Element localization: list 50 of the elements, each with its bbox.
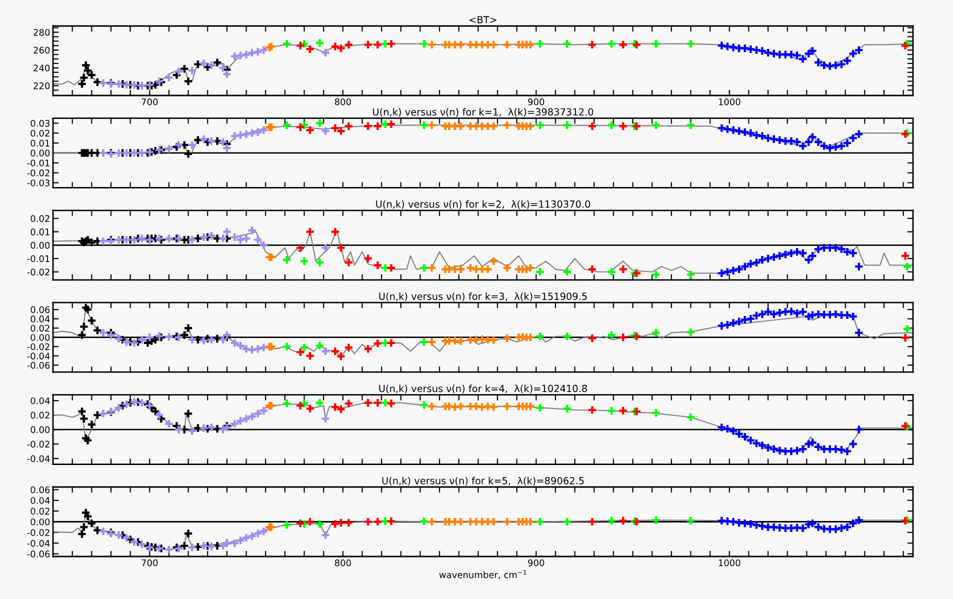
y-tick-label: 0.04 (30, 316, 50, 322)
y-tick-label: 0.06 (30, 486, 50, 494)
chart-title: U(n,k) versus ν(n) for k=1, λ(k)=39837312.0 (373, 108, 594, 117)
chart-title: U(n,k) versus ν(n) for k=5, λ(k)=89062.5 (382, 476, 584, 486)
y-tick-label: 280 (34, 28, 50, 36)
y-tick-label: -0.06 (27, 362, 50, 369)
y-tick-label: 220 (34, 82, 50, 90)
y-tick-label: 0.00 (30, 150, 50, 157)
y-tick-label: -0.02 (27, 529, 50, 536)
x-tick-label: 1000 (718, 98, 740, 106)
y-tick-label: 0.02 (30, 130, 50, 137)
y-tick-label: -0.02 (27, 170, 50, 176)
x-tick-label: 700 (142, 98, 158, 106)
y-tick-label: 0.00 (30, 334, 50, 341)
x-axis-title: wavenumber, cm$^{−1}$ (439, 570, 526, 580)
chart-title: U(n,k) versus ν(n) for k=3, λ(k)=151909.5 (379, 292, 587, 302)
y-tick-label: 240 (34, 64, 50, 72)
y-tick-label: 0.06 (30, 306, 50, 314)
chart-title: <BT> (470, 16, 496, 24)
y-tick-label: 0.02 (30, 215, 50, 222)
y-tick-label: -0.02 (27, 440, 50, 448)
y-tick-label: -0.04 (27, 455, 50, 462)
y-tick-label: -0.02 (27, 268, 50, 276)
x-tick-label: 1000 (718, 559, 740, 566)
y-tick-label: 0.04 (30, 397, 50, 404)
y-tick-label: 0.04 (30, 497, 50, 504)
x-tick-label: 800 (334, 98, 351, 106)
y-tick-label: -0.06 (27, 550, 50, 558)
chart-title: U(n,k) versus ν(n) for k=2, λ(k)=1130370.0 (376, 200, 590, 209)
y-tick-label: -0.03 (27, 179, 50, 186)
x-tick-label: 900 (528, 98, 544, 106)
y-tick-label: 0.01 (30, 140, 50, 147)
y-tick-label: 0.02 (30, 324, 50, 332)
y-tick-label: 0.01 (30, 228, 50, 236)
y-tick-label: 0.02 (30, 508, 50, 515)
y-tick-label: 0.00 (30, 518, 50, 526)
chart-title: U(n,k) versus ν(n) for k=4, λ(k)=102410.8 (379, 384, 587, 394)
y-tick-label: -0.02 (27, 343, 50, 350)
y-tick-label: -0.04 (27, 352, 50, 360)
y-tick-label: -0.01 (27, 160, 50, 166)
y-tick-label: -0.01 (27, 255, 50, 262)
y-tick-label: 0.00 (30, 426, 50, 434)
x-tick-label: 900 (528, 559, 544, 566)
y-tick-label: 260 (34, 46, 50, 54)
x-tick-label: 800 (334, 559, 351, 566)
y-tick-label: -0.04 (27, 540, 50, 547)
y-tick-label: 0.02 (30, 412, 50, 419)
y-tick-label: 0.00 (30, 242, 50, 249)
x-tick-label: 700 (142, 559, 158, 566)
y-tick-label: 0.03 (30, 120, 50, 127)
